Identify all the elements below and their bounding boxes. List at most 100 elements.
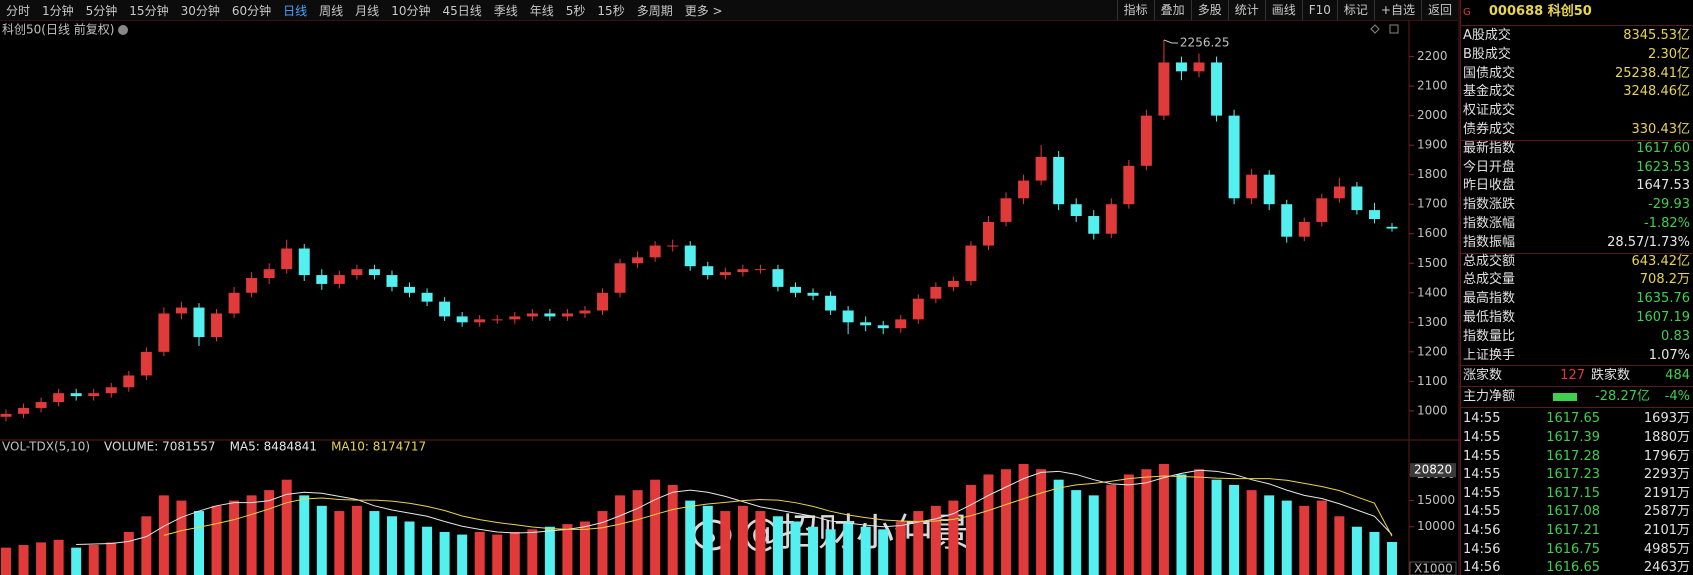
candle-body bbox=[825, 295, 837, 311]
volume-bar bbox=[422, 526, 433, 575]
candle-body bbox=[281, 248, 293, 270]
volume-bar bbox=[825, 529, 836, 575]
candle-body bbox=[702, 266, 714, 276]
stat-label: 基金成交 bbox=[1463, 84, 1516, 100]
period-tab[interactable]: 30分钟 bbox=[180, 3, 220, 18]
period-tab[interactable]: 季线 bbox=[493, 3, 518, 18]
tool-button[interactable]: 统计 bbox=[1227, 0, 1265, 20]
period-tab[interactable]: 10分钟 bbox=[391, 3, 431, 18]
dropdown-icon[interactable] bbox=[118, 25, 128, 35]
volume-bar bbox=[71, 547, 82, 575]
tool-button[interactable]: +自选 bbox=[1373, 0, 1421, 20]
tool-button[interactable]: 叠加 bbox=[1153, 0, 1191, 20]
stat-label: 昨日收盘 bbox=[1463, 178, 1516, 194]
tool-button[interactable]: F10 bbox=[1301, 0, 1337, 20]
tick-price: 1617.65 bbox=[1546, 411, 1600, 427]
period-tab[interactable]: 更多 > bbox=[684, 3, 723, 18]
period-tab[interactable]: 1分钟 bbox=[42, 3, 74, 18]
tick-price: 1616.65 bbox=[1546, 560, 1600, 575]
tick-time: 14:55 bbox=[1463, 485, 1501, 501]
candle-body bbox=[719, 272, 731, 276]
candle-body bbox=[70, 393, 82, 397]
tool-button[interactable]: 返回 bbox=[1420, 0, 1458, 20]
period-tab[interactable]: 15秒 bbox=[597, 3, 625, 18]
stat-value: 1635.76 bbox=[1636, 291, 1690, 307]
volume-bar bbox=[88, 545, 99, 575]
tool-button[interactable]: 标记 bbox=[1336, 0, 1374, 20]
y-tick-label: 1800 bbox=[1417, 167, 1448, 181]
tool-button[interactable]: 指标 bbox=[1116, 0, 1154, 20]
y-tick-label: 15000 bbox=[1417, 493, 1455, 507]
volume-bar bbox=[878, 529, 889, 575]
candle-body bbox=[947, 280, 959, 287]
candle-body bbox=[263, 269, 275, 279]
candle-body bbox=[1000, 198, 1012, 222]
candle-body bbox=[526, 313, 538, 317]
volume-bar bbox=[1316, 500, 1327, 575]
period-tab[interactable]: 15分钟 bbox=[129, 3, 169, 18]
volume-bar bbox=[36, 542, 47, 575]
period-tab[interactable]: 周线 bbox=[319, 3, 344, 18]
period-tab[interactable]: 月线 bbox=[355, 3, 380, 18]
tick-row: 14:55 1617.28 1796万 bbox=[1463, 448, 1690, 466]
volume-bar bbox=[1387, 541, 1397, 575]
stat-row: 指数涨跌 -29.93 bbox=[1463, 196, 1690, 214]
tick-volume: 2463万 bbox=[1643, 560, 1690, 575]
separator bbox=[1461, 139, 1693, 141]
volume-bar bbox=[1071, 490, 1082, 575]
volume-bar bbox=[229, 500, 240, 575]
breadth-row: 涨家数 127 跌家数 484 bbox=[1463, 367, 1690, 385]
candle-body bbox=[1158, 62, 1170, 116]
candle-body bbox=[807, 292, 819, 296]
diamond-icon[interactable] bbox=[1370, 24, 1380, 34]
volume-bar bbox=[860, 526, 871, 575]
stat-label: A股成交 bbox=[1463, 28, 1511, 43]
volume-bar bbox=[1281, 500, 1292, 575]
volume-bar bbox=[562, 524, 573, 575]
candle-body bbox=[333, 275, 345, 284]
tick-row: 14:56 1617.21 2101万 bbox=[1463, 522, 1690, 540]
flow-value: -28.27亿 bbox=[1595, 389, 1650, 405]
volume-bar bbox=[579, 521, 590, 575]
tick-price: 1617.28 bbox=[1546, 448, 1600, 464]
unit-box bbox=[1409, 561, 1457, 575]
stat-row: 今日开盘 1623.53 bbox=[1463, 159, 1690, 177]
cursor-label: 20820 bbox=[1414, 463, 1452, 477]
candle-body bbox=[1175, 62, 1187, 72]
chart-title: 科创50(日线 前复权) bbox=[2, 22, 114, 37]
tick-time: 14:56 bbox=[1463, 560, 1501, 575]
period-tab[interactable]: 5秒 bbox=[565, 3, 586, 18]
volume-bar bbox=[299, 495, 310, 575]
tool-button[interactable]: 画线 bbox=[1264, 0, 1302, 20]
window-icon[interactable] bbox=[1389, 24, 1399, 34]
period-tab[interactable]: 日线 bbox=[283, 3, 308, 18]
volume-bar bbox=[527, 529, 538, 575]
period-tab[interactable]: 多周期 bbox=[636, 3, 673, 18]
stat-row: 上证换手 1.07% bbox=[1463, 347, 1690, 365]
tick-time: 14:56 bbox=[1463, 541, 1501, 557]
tick-price: 1617.21 bbox=[1546, 523, 1600, 538]
stat-value: 1623.53 bbox=[1636, 159, 1690, 175]
candle-body bbox=[667, 245, 679, 247]
volume-bar bbox=[1334, 516, 1345, 575]
period-tab[interactable]: 分时 bbox=[6, 3, 31, 18]
candle-body bbox=[895, 319, 907, 329]
candle-body bbox=[1088, 216, 1100, 234]
y-tick-label: 1500 bbox=[1417, 256, 1448, 270]
period-tab[interactable]: 5分钟 bbox=[85, 3, 118, 18]
volume-bar bbox=[1229, 484, 1240, 575]
period-tab[interactable]: 45日线 bbox=[442, 3, 482, 18]
stat-row: 指数涨幅 -1.82% bbox=[1463, 215, 1690, 233]
tool-button[interactable]: 多股 bbox=[1190, 0, 1228, 20]
candle-body bbox=[193, 307, 205, 338]
tick-time: 14:55 bbox=[1463, 504, 1501, 520]
y-tick-label: 2200 bbox=[1417, 49, 1448, 63]
flow-label: 主力净额 bbox=[1463, 389, 1516, 405]
period-tab[interactable]: 年线 bbox=[529, 3, 554, 18]
tick-volume: 1880万 bbox=[1643, 430, 1690, 445]
period-tab[interactable]: 60分钟 bbox=[231, 3, 272, 18]
volume-bar bbox=[544, 526, 555, 575]
volume-bar bbox=[1, 547, 11, 575]
volume-bar bbox=[1194, 469, 1205, 575]
volume-bar bbox=[1036, 469, 1047, 575]
